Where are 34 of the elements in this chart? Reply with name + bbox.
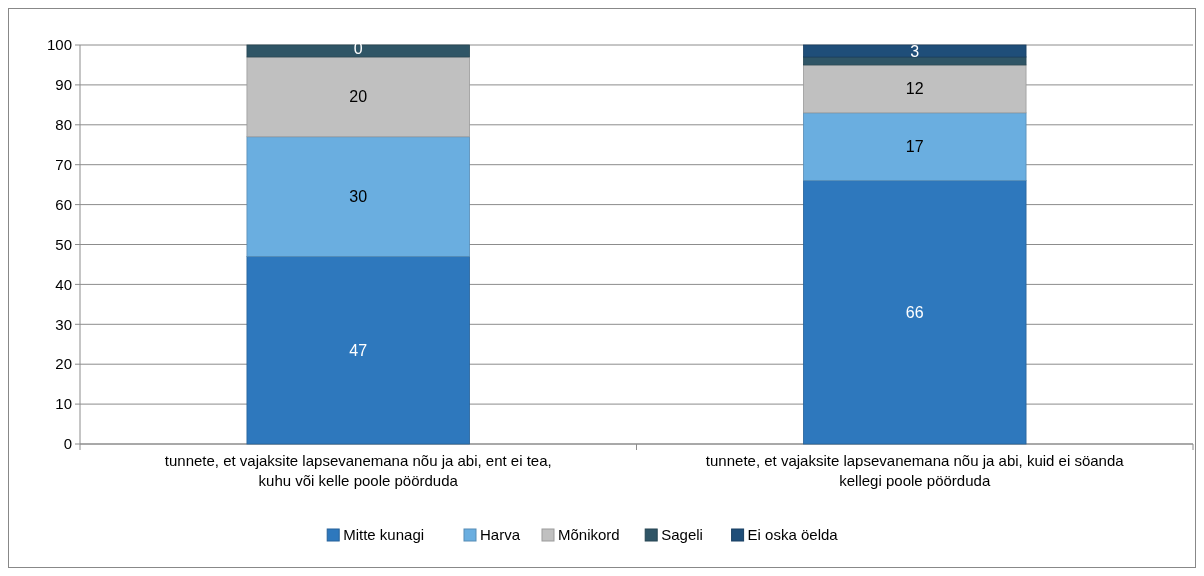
data-label: 17 bbox=[905, 138, 924, 156]
data-label: 3 bbox=[910, 42, 920, 60]
bar bbox=[803, 56, 1027, 66]
y-tick-label: 100 bbox=[46, 36, 72, 54]
data-label: 66 bbox=[905, 303, 924, 321]
y-tick-label: 40 bbox=[55, 275, 72, 293]
y-tick-label: 60 bbox=[55, 195, 72, 213]
legend-label: Ei oska öelda bbox=[747, 526, 839, 544]
y-tick-label: 10 bbox=[55, 395, 72, 413]
y-tick-label: 70 bbox=[55, 155, 72, 173]
data-label: 47 bbox=[349, 341, 368, 359]
bar bbox=[246, 136, 470, 257]
legend-label: Mitte kunagi bbox=[343, 526, 425, 544]
bar bbox=[246, 56, 470, 138]
bar bbox=[803, 64, 1027, 114]
y-tick-label: 0 bbox=[63, 435, 72, 453]
bar bbox=[803, 44, 1027, 58]
x-tick-label: tunnete, et vajaksite lapsevanemana nõu ja abi, ent ei tea, kuhu või kelle poole pöörduda bbox=[164, 452, 552, 489]
legend-label: Mõnikord bbox=[558, 526, 620, 544]
bar bbox=[803, 180, 1027, 445]
bar bbox=[803, 112, 1027, 182]
y-tick-label: 80 bbox=[55, 116, 72, 134]
bar bbox=[246, 44, 470, 58]
y-tick-label: 50 bbox=[55, 235, 72, 253]
bar bbox=[246, 256, 470, 445]
y-tick-label: 20 bbox=[55, 355, 72, 373]
data-label: 30 bbox=[349, 188, 368, 206]
y-tick-label: 30 bbox=[55, 315, 72, 333]
legend-label: Sageli bbox=[661, 526, 703, 544]
data-label: 12 bbox=[905, 80, 924, 98]
y-tick-label: 90 bbox=[55, 76, 72, 94]
x-tick-label: tunnete, et vajaksite lapsevanemana nõu ja abi, kuid ei söanda kellegi poole pöörduda bbox=[705, 452, 1125, 489]
data-label: 20 bbox=[349, 88, 368, 106]
legend-label: Harva bbox=[480, 526, 521, 544]
